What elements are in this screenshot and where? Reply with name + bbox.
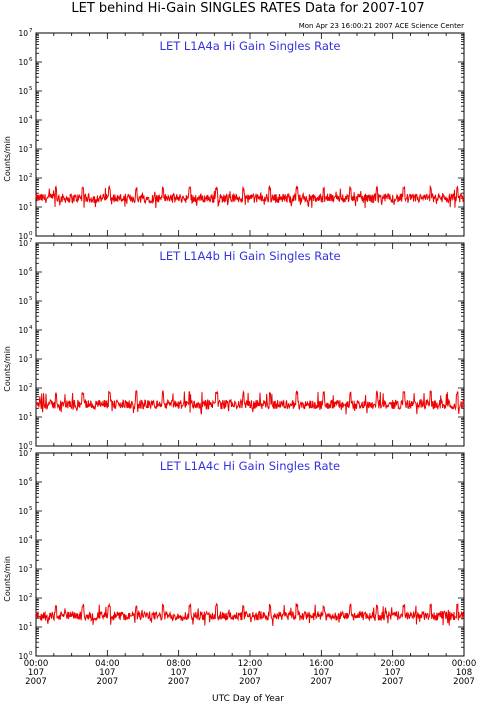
y-tick-label-exponent: 1 [29,202,33,208]
y-tick-label: 10 [18,268,28,277]
x-tick-time: 12:00 [238,659,263,669]
y-tick-label-exponent: 3 [29,144,33,150]
y-tick-label: 10 [18,116,28,125]
y-tick-label: 10 [18,297,28,306]
y-tick-label: 10 [18,384,28,393]
x-tick-time: 00:00 [452,659,477,669]
panel-title: LET L1A4c Hi Gain Singles Rate [160,459,340,473]
y-tick-label-exponent: 3 [29,354,33,360]
y-tick-label-exponent: 6 [29,477,33,483]
y-tick-label-exponent: 7 [29,238,33,244]
y-tick-label: 10 [18,565,28,574]
y-tick-label-exponent: 3 [29,564,33,570]
x-tick-doy: 108 [456,668,472,678]
y-tick-label: 10 [18,58,28,67]
y-tick-label-exponent: 5 [29,296,33,302]
series-line [35,184,465,209]
y-axis-label: Counts/min [3,136,12,182]
y-tick-label: 10 [18,203,28,212]
y-tick-label: 10 [18,232,28,241]
panel-title: LET L1A4a Hi Gain Singles Rate [160,39,341,53]
y-tick-label-exponent: 4 [29,115,33,121]
y-tick-label-exponent: 2 [29,383,33,389]
y-tick-label-exponent: 1 [29,622,33,628]
x-tick-doy: 107 [385,668,401,678]
y-tick-label-exponent: 2 [29,593,33,599]
x-tick-year: 2007 [382,677,404,687]
plot-frame [35,242,465,447]
y-tick-label: 10 [18,594,28,603]
y-tick-label-exponent: 1 [29,412,33,418]
x-tick-year: 2007 [311,677,333,687]
y-tick-label-exponent: 7 [29,28,33,34]
x-tick-time: 20:00 [380,659,405,669]
timestamp-label: Mon Apr 23 16:00:21 2007 ACE Science Cen… [299,22,464,30]
y-tick-label-exponent: 4 [29,325,33,331]
x-tick-doy: 107 [313,668,329,678]
y-tick-label: 10 [18,442,28,451]
x-tick-doy: 107 [242,668,258,678]
plot-frame [35,452,465,657]
y-tick-label-exponent: 6 [29,57,33,63]
y-tick-label-exponent: 0 [29,231,33,237]
x-tick-time: 16:00 [309,659,334,669]
x-tick-year: 2007 [168,677,190,687]
y-tick-label-exponent: 0 [29,651,33,657]
figure-title: LET behind Hi-Gain SINGLES RATES Data fo… [71,1,424,16]
y-tick-label-exponent: 7 [29,448,33,454]
x-tick-time: 04:00 [95,659,120,669]
y-tick-label: 10 [18,413,28,422]
x-tick-time: 00:00 [24,659,49,669]
panel-title: LET L1A4b Hi Gain Singles Rate [159,249,340,263]
y-tick-label: 10 [18,623,28,632]
x-tick-doy: 107 [99,668,115,678]
y-tick-label-exponent: 6 [29,267,33,273]
y-tick-label: 10 [18,326,28,335]
series-line [35,602,465,626]
y-tick-label-exponent: 4 [29,535,33,541]
plot-frame [35,32,465,237]
y-tick-label-exponent: 0 [29,441,33,447]
x-tick-labels: 00:00107200704:00107200708:00107200712:0… [24,659,477,687]
y-tick-label: 10 [18,478,28,487]
y-axis-label: Counts/min [3,556,12,602]
y-tick-label-exponent: 5 [29,86,33,92]
x-axis-label: UTC Day of Year [212,694,284,704]
y-tick-label: 10 [18,87,28,96]
y-tick-label: 10 [18,355,28,364]
x-tick-year: 2007 [25,677,47,687]
y-tick-label: 10 [18,239,28,248]
y-tick-label: 10 [18,145,28,154]
x-tick-doy: 107 [171,668,187,678]
y-tick-label: 10 [18,536,28,545]
y-tick-label: 10 [18,29,28,38]
y-tick-label-exponent: 5 [29,506,33,512]
x-tick-year: 2007 [453,677,475,687]
y-tick-label: 10 [18,652,28,661]
y-tick-label-exponent: 2 [29,173,33,179]
y-axis-label: Counts/min [3,346,12,392]
y-tick-label: 10 [18,449,28,458]
x-tick-year: 2007 [97,677,119,687]
series-line [35,389,465,415]
y-tick-label: 10 [18,507,28,516]
x-tick-time: 08:00 [166,659,191,669]
x-tick-doy: 107 [28,668,44,678]
y-tick-label: 10 [18,174,28,183]
x-tick-year: 2007 [239,677,261,687]
